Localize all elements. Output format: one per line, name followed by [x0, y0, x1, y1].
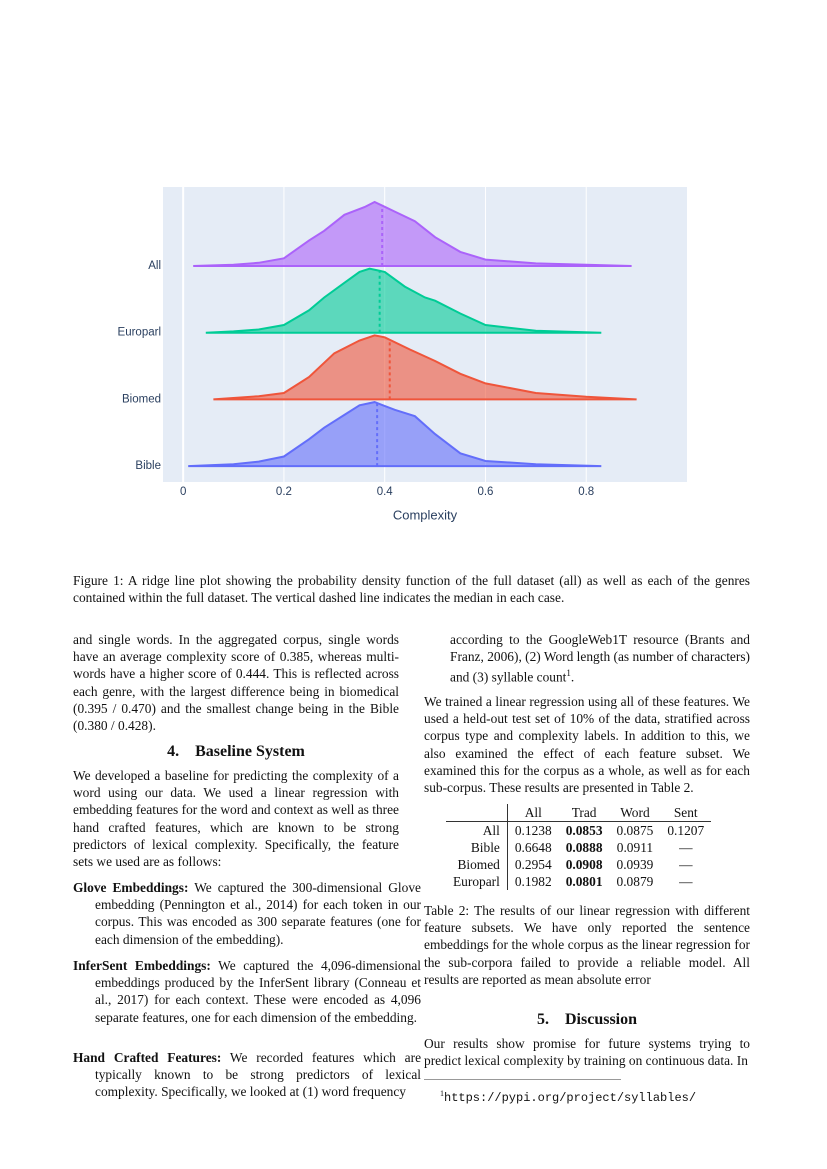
table-row: Bible 0.6648 0.0888 0.0911 — [446, 839, 711, 856]
term: Glove Embeddings: [73, 880, 189, 895]
table-caption: Table 2: The results of our linear regre… [424, 903, 750, 987]
url: https://pypi.org/project/syllables/ [444, 1091, 697, 1105]
cell: 0.0908 [565, 857, 603, 872]
column-header: All [507, 804, 559, 822]
row-label: Bible [446, 839, 508, 856]
cell: 0.1982 [514, 874, 552, 889]
y-category-label: All [148, 260, 161, 272]
y-category-label: Bible [135, 460, 161, 472]
text: We captured the 4,096-dimensional embedd… [95, 958, 421, 1025]
row-label: Biomed [446, 856, 508, 873]
x-tick-label: 0.6 [477, 486, 493, 498]
cell: 0.0801 [565, 874, 603, 889]
paragraph: We developed a baseline for predicting t… [73, 768, 399, 870]
x-tick-label: 0.4 [377, 486, 394, 498]
y-category-label: Europarl [118, 327, 161, 339]
column-header: Trad [558, 804, 610, 822]
y-category-label: Biomed [122, 393, 161, 405]
cell: 0.1207 [667, 823, 705, 838]
x-axis-title: Complexity [393, 507, 458, 522]
section-heading: 5. Discussion [536, 1011, 638, 1028]
column-header: Sent [660, 804, 712, 822]
footnote-rule [424, 1079, 621, 1080]
x-tick-label: 0 [180, 486, 186, 498]
paragraph: Our results show promise for future syst… [424, 1036, 750, 1069]
term: InferSent Embeddings: [73, 958, 211, 973]
row-label: Europarl [446, 873, 508, 890]
density-area [205, 267, 602, 334]
definition: Glove Embeddings: We captured the 300-di… [73, 879, 421, 948]
text: We captured the 300-dimensional Glove em… [95, 880, 421, 947]
paragraph: according to the GoogleWeb1T resource (B… [450, 632, 750, 685]
definition: InferSent Embeddings: We captured the 4,… [73, 957, 421, 1026]
cell: — [679, 874, 693, 889]
cell: 0.0939 [616, 857, 654, 872]
text: according to the GoogleWeb1T resource (B… [450, 632, 750, 685]
cell: 0.0888 [565, 840, 603, 855]
cell: 0.0879 [616, 874, 654, 889]
column-header: Word [609, 804, 661, 822]
cell: 0.0853 [565, 823, 603, 838]
definition: Hand Crafted Features: We recorded featu… [73, 1049, 421, 1101]
paragraph: and single words. In the aggregated corp… [73, 632, 399, 734]
table-row: Biomed 0.2954 0.0908 0.0939 — [446, 856, 711, 873]
cell: 0.2954 [514, 857, 552, 872]
figure-caption: Figure 1: A ridge line plot showing the … [73, 573, 750, 606]
section-heading: 4. Baseline System [167, 743, 305, 760]
paragraph: We trained a linear regression using all… [424, 694, 750, 796]
x-tick-label: 0.8 [578, 486, 594, 498]
footnote-marker: 1 [440, 1089, 444, 1098]
table-row: All 0.1238 0.0853 0.0875 0.1207 [446, 821, 711, 839]
cell: 0.6648 [514, 840, 552, 855]
cell: 0.0875 [616, 823, 654, 838]
figure: 0 0.2 0.4 0.6 0.8 Complexity All Europarl Biomed… [118, 187, 687, 522]
results-table: All Trad Word Sent All 0.1238 0.0853 0.0875 0.12… [446, 804, 712, 890]
density-area [188, 401, 602, 468]
cell: — [679, 857, 693, 872]
text: We recorded features which are typically… [95, 1050, 422, 1100]
cell: — [679, 840, 693, 855]
table-row: Europarl 0.1982 0.0801 0.0879 — [446, 873, 711, 890]
cell: 0.1238 [514, 823, 552, 838]
density-area [213, 334, 637, 401]
term: Hand Crafted Features: [73, 1050, 222, 1065]
cell: 0.0911 [616, 840, 654, 855]
x-tick-label: 0.2 [276, 486, 292, 498]
density-area [193, 200, 632, 267]
row-label: All [446, 821, 508, 839]
footnote: 1https://pypi.org/project/syllables/ [440, 1085, 696, 1107]
footnote-ref: 1 [566, 668, 571, 679]
corner [446, 804, 508, 822]
